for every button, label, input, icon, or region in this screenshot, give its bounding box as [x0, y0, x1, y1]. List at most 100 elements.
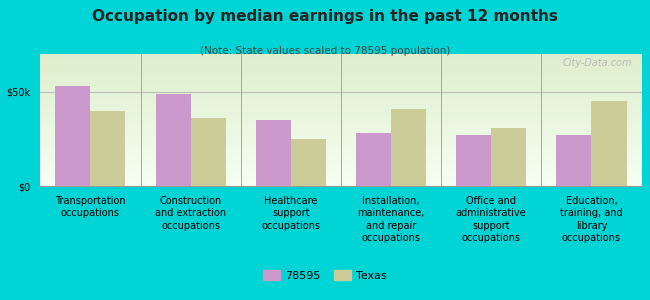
- Bar: [40, 68, 642, 70]
- Bar: [40, 98, 642, 99]
- Bar: [40, 71, 642, 73]
- Bar: [40, 95, 642, 96]
- Bar: [40, 170, 642, 172]
- Bar: [40, 148, 642, 149]
- Bar: [40, 57, 642, 58]
- Bar: [40, 111, 642, 112]
- Bar: [40, 165, 642, 166]
- Bar: [40, 176, 642, 177]
- Bar: [40, 181, 642, 182]
- Bar: [40, 133, 642, 134]
- Bar: [40, 110, 642, 111]
- Bar: [40, 144, 642, 145]
- Bar: [40, 154, 642, 156]
- Bar: [40, 172, 642, 173]
- Bar: [40, 76, 642, 78]
- Bar: [40, 108, 642, 110]
- Bar: [40, 88, 642, 90]
- Bar: [40, 183, 642, 185]
- Bar: [40, 75, 642, 76]
- Bar: [592, 101, 627, 186]
- Bar: [40, 137, 642, 139]
- Legend: 78595, Texas: 78595, Texas: [259, 266, 391, 285]
- Bar: [90, 111, 125, 186]
- Bar: [40, 107, 642, 108]
- Bar: [40, 182, 642, 183]
- Bar: [40, 145, 642, 146]
- Bar: [40, 104, 642, 106]
- Bar: [40, 91, 642, 92]
- Bar: [40, 179, 642, 181]
- Bar: [40, 87, 642, 88]
- Bar: [40, 127, 642, 128]
- Bar: [40, 58, 642, 59]
- Bar: [40, 161, 642, 162]
- Bar: [40, 99, 642, 100]
- Bar: [40, 86, 642, 87]
- Bar: [40, 66, 642, 67]
- Bar: [40, 169, 642, 170]
- Bar: [40, 84, 642, 86]
- Text: (Note: State values scaled to 78595 population): (Note: State values scaled to 78595 popu…: [200, 46, 450, 56]
- Bar: [40, 149, 642, 150]
- Bar: [40, 119, 642, 120]
- Bar: [40, 64, 642, 66]
- Bar: [40, 164, 642, 165]
- Bar: [40, 141, 642, 142]
- Bar: [40, 101, 642, 103]
- Bar: [40, 92, 642, 94]
- Bar: [40, 146, 642, 148]
- Bar: [40, 63, 642, 64]
- Bar: [40, 178, 642, 179]
- Bar: [40, 150, 642, 152]
- Bar: [40, 55, 642, 57]
- Bar: [40, 70, 642, 71]
- Bar: [391, 109, 426, 186]
- Bar: [40, 113, 642, 115]
- Bar: [40, 177, 642, 178]
- Bar: [40, 116, 642, 117]
- Bar: [40, 125, 642, 127]
- Bar: [40, 67, 642, 68]
- Bar: [40, 128, 642, 129]
- Bar: [40, 106, 642, 107]
- Bar: [40, 94, 642, 95]
- Bar: [40, 59, 642, 61]
- Bar: [40, 112, 642, 113]
- Bar: [155, 94, 190, 186]
- Bar: [55, 86, 90, 186]
- Text: City-Data.com: City-Data.com: [563, 58, 632, 68]
- Bar: [40, 73, 642, 74]
- Bar: [40, 103, 642, 104]
- Bar: [40, 78, 642, 79]
- Bar: [40, 139, 642, 140]
- Bar: [40, 54, 642, 55]
- Bar: [40, 129, 642, 130]
- Bar: [40, 117, 642, 119]
- Bar: [40, 61, 642, 62]
- Bar: [456, 135, 491, 186]
- Bar: [40, 83, 642, 84]
- Bar: [40, 166, 642, 167]
- Bar: [40, 185, 642, 186]
- Bar: [40, 62, 642, 63]
- Bar: [40, 174, 642, 176]
- Text: Occupation by median earnings in the past 12 months: Occupation by median earnings in the pas…: [92, 9, 558, 24]
- Bar: [40, 132, 642, 133]
- Bar: [40, 74, 642, 75]
- Bar: [190, 118, 226, 186]
- Bar: [40, 79, 642, 80]
- Bar: [40, 134, 642, 136]
- Bar: [40, 153, 642, 154]
- Bar: [40, 162, 642, 164]
- Bar: [40, 160, 642, 161]
- Bar: [40, 120, 642, 121]
- Bar: [40, 152, 642, 153]
- Bar: [40, 158, 642, 160]
- Bar: [40, 157, 642, 158]
- Bar: [40, 142, 642, 144]
- Bar: [40, 173, 642, 174]
- Bar: [491, 128, 526, 186]
- Bar: [40, 156, 642, 157]
- Bar: [40, 96, 642, 98]
